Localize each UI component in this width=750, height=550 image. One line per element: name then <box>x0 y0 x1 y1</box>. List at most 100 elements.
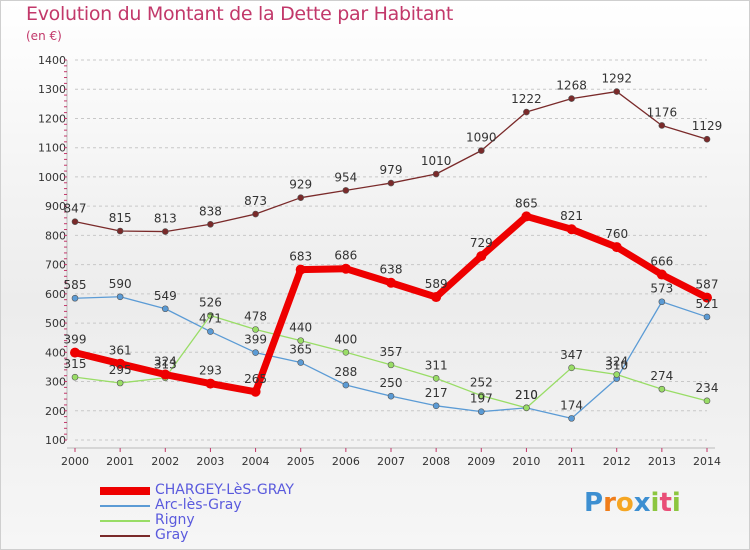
legend-label: CHARGEY-LèS-GRAY <box>155 482 294 498</box>
y-tick-label: 800 <box>45 229 66 242</box>
data-label: 365 <box>289 343 312 357</box>
data-label: 274 <box>650 369 673 383</box>
data-label: 813 <box>154 212 177 226</box>
data-point <box>613 371 621 378</box>
x-tick-label: 2006 <box>332 455 360 468</box>
data-point <box>477 392 485 399</box>
data-point <box>658 122 666 129</box>
x-tick-label: 2010 <box>512 455 540 468</box>
data-label: 549 <box>154 289 177 303</box>
data-label: 1129 <box>692 119 723 133</box>
data-label: 590 <box>109 277 132 291</box>
data-label: 295 <box>109 363 132 377</box>
data-label: 1176 <box>647 105 678 119</box>
x-tick-label: 2014 <box>693 455 721 468</box>
data-label: 400 <box>334 332 357 346</box>
data-label: 357 <box>380 345 403 359</box>
x-tick-label: 2004 <box>242 455 270 468</box>
y-tick-label: 600 <box>45 288 66 301</box>
data-point <box>116 379 124 387</box>
data-point <box>656 269 667 280</box>
data-label: 478 <box>244 310 267 324</box>
data-label: 686 <box>334 249 357 263</box>
logo-letter: o <box>615 488 634 518</box>
data-label: 865 <box>515 196 538 210</box>
data-label: 324 <box>605 355 628 369</box>
logo-letter: r <box>603 488 616 518</box>
data-label: 760 <box>605 227 628 241</box>
y-tick-label: 1100 <box>38 142 66 155</box>
series-line <box>74 90 708 233</box>
logo-letter: i <box>671 488 681 518</box>
x-tick-label: 2001 <box>106 455 134 468</box>
data-label: 217 <box>425 386 448 400</box>
data-point <box>703 135 711 143</box>
data-point <box>207 328 214 335</box>
data-point <box>523 108 530 116</box>
data-point <box>250 386 261 397</box>
y-tick-label: 700 <box>45 259 66 272</box>
data-label: 1010 <box>421 154 452 168</box>
data-point <box>523 404 530 412</box>
y-tick-label: 900 <box>45 200 66 213</box>
data-point <box>297 194 305 201</box>
data-label: 252 <box>470 376 493 390</box>
data-label: 838 <box>199 204 222 218</box>
data-label: 1222 <box>511 92 542 106</box>
data-label: 234 <box>696 381 719 395</box>
data-label: 315 <box>64 357 87 371</box>
data-point <box>115 358 126 369</box>
data-label: 585 <box>64 278 87 292</box>
data-point <box>70 347 80 358</box>
data-label: 265 <box>244 372 267 386</box>
data-label: 873 <box>244 194 267 208</box>
data-point <box>477 147 485 154</box>
data-point <box>207 220 214 228</box>
data-point <box>252 210 259 218</box>
y-tick-label: 1400 <box>38 54 66 67</box>
y-tick-label: 1300 <box>38 83 66 96</box>
data-label: 589 <box>425 277 448 291</box>
data-label: 1292 <box>601 72 632 86</box>
data-label: 729 <box>470 236 493 250</box>
y-tick-label: 1000 <box>38 171 66 184</box>
data-point <box>432 375 440 382</box>
data-label: 573 <box>650 282 673 296</box>
data-point <box>387 361 395 369</box>
x-tick-label: 2011 <box>558 455 586 468</box>
x-tick-label: 2005 <box>287 455 315 468</box>
x-tick-label: 2012 <box>603 455 631 468</box>
logo-letter: x <box>633 488 651 518</box>
data-label: 250 <box>380 376 403 390</box>
data-point <box>161 305 169 313</box>
data-label: 197 <box>470 392 493 406</box>
data-label: 293 <box>199 364 222 378</box>
data-point <box>252 349 259 356</box>
data-point <box>71 218 79 225</box>
x-tick-label: 2003 <box>196 455 224 468</box>
data-label: 399 <box>64 333 87 347</box>
data-point <box>568 415 575 422</box>
data-point <box>432 402 440 410</box>
legend-label: Arc-lès-Gray <box>155 497 242 513</box>
data-point <box>387 179 395 187</box>
data-point <box>252 326 259 333</box>
data-label: 521 <box>696 297 719 311</box>
data-label: 210 <box>515 388 538 402</box>
data-label: 313 <box>154 358 177 372</box>
data-label: 683 <box>289 250 312 264</box>
legend-swatch <box>100 535 150 537</box>
data-point <box>297 359 305 366</box>
data-label: 929 <box>289 178 312 192</box>
data-point <box>297 337 305 344</box>
x-tick-label: 2007 <box>377 455 405 468</box>
x-tick-label: 2008 <box>422 455 450 468</box>
data-point <box>342 381 350 389</box>
data-label: 979 <box>380 163 403 177</box>
data-point <box>205 378 216 389</box>
legend-label: Gray <box>155 527 189 543</box>
data-label: 210 <box>515 388 538 402</box>
logo-letter: i <box>650 488 660 518</box>
data-point <box>658 298 666 306</box>
legend-swatch <box>100 505 150 507</box>
